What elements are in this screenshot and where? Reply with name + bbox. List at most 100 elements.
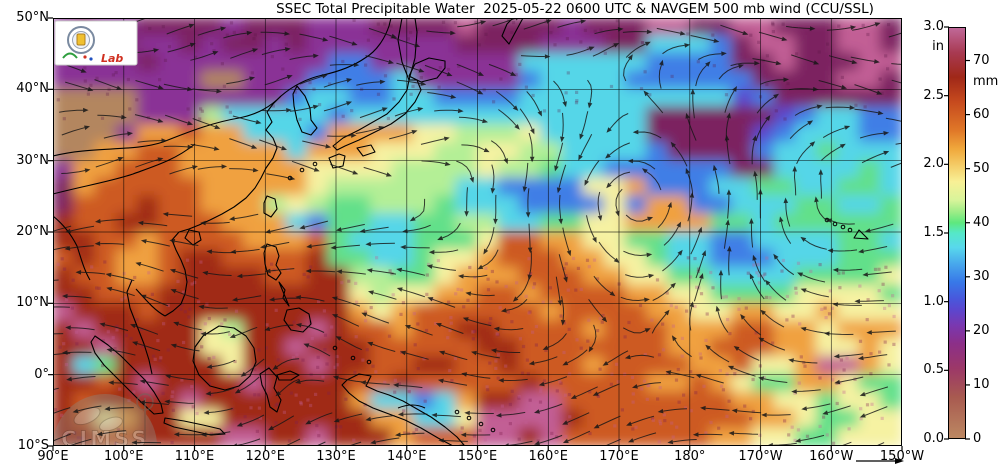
- speckle: [386, 116, 390, 121]
- field-cell: [688, 248, 712, 269]
- wind-arrow-tail: [543, 376, 568, 385]
- speckle: [705, 312, 709, 316]
- speckle: [327, 391, 331, 395]
- speckle: [695, 285, 699, 289]
- speckle: [693, 257, 697, 261]
- speckle: [71, 278, 75, 282]
- speckle: [795, 52, 799, 56]
- field-cell: [625, 141, 649, 162]
- field-cell: [412, 159, 436, 180]
- wind-arrow-tail: [284, 438, 301, 446]
- wind-arrow-head: [108, 380, 114, 385]
- wind-arrow-head: [685, 112, 690, 119]
- speckle: [316, 365, 320, 369]
- wind-arrow-tail: [144, 402, 169, 405]
- wind-arrow-tail: [356, 81, 381, 86]
- field-cell: [221, 70, 245, 91]
- field-cell: [731, 34, 755, 55]
- field-cell: [858, 231, 882, 251]
- speckle: [623, 335, 627, 339]
- field-cell: [53, 70, 76, 91]
- wind-arrow-tail: [631, 415, 655, 425]
- speckle: [412, 431, 416, 435]
- wind-arrow-tail: [170, 375, 195, 381]
- field-cell: [667, 284, 691, 305]
- field-cell: [412, 391, 436, 412]
- wind-arrow-head: [676, 221, 682, 228]
- wind-arrow-tail: [466, 187, 468, 212]
- speckle: [615, 19, 619, 23]
- wind-arrow-head: [187, 120, 193, 126]
- speckle: [838, 286, 842, 290]
- field-cell: [370, 248, 394, 269]
- wind-arrow-head: [781, 36, 788, 41]
- field-cell: [221, 34, 245, 55]
- speckle: [156, 339, 160, 343]
- field-cell: [603, 284, 628, 305]
- field-cell: [816, 213, 840, 233]
- field-cell: [179, 338, 203, 358]
- speckle: [65, 432, 69, 436]
- y-tick-label: 0°: [34, 366, 49, 382]
- speckle: [449, 321, 453, 325]
- field-cell: [519, 231, 543, 251]
- wind-arrow-head: [313, 53, 319, 59]
- speckle: [328, 82, 332, 86]
- field-cell: [455, 88, 479, 109]
- speckle: [101, 364, 105, 368]
- speckle: [585, 258, 590, 262]
- wind-arrow-head: [761, 412, 767, 418]
- coastline: [408, 57, 446, 83]
- wind-arrow-tail: [239, 376, 260, 392]
- wind-arrow-head: [335, 336, 342, 341]
- speckle: [527, 311, 531, 315]
- wind-arrow-tail: [169, 401, 194, 404]
- field-cell: [115, 106, 139, 126]
- field-cell: [731, 231, 755, 251]
- wind-arrow-head: [738, 64, 744, 69]
- island-dot: [466, 415, 472, 421]
- field-cell: [327, 284, 352, 305]
- wind-arrow-head: [644, 41, 651, 47]
- wind-arrow-tail: [789, 88, 814, 91]
- speckle: [587, 318, 591, 322]
- speckle: [212, 355, 216, 359]
- wind-arrow-tail: [234, 326, 258, 337]
- speckle: [661, 348, 666, 352]
- field-cell: [200, 338, 224, 358]
- speckle: [568, 372, 572, 376]
- coastline: [53, 143, 196, 195]
- field-cell: [540, 231, 564, 251]
- field-cell: [476, 302, 500, 323]
- speckle: [494, 359, 498, 363]
- field-cell: [582, 373, 606, 394]
- wind-arrow-tail: [539, 434, 563, 444]
- field-cell: [540, 302, 564, 323]
- wind-arrow-tail: [743, 318, 762, 336]
- wind-arrow-head: [161, 138, 167, 143]
- field-cell: [264, 124, 288, 144]
- wind-arrow-head: [753, 170, 758, 177]
- speckle: [188, 307, 192, 311]
- field-cell: [519, 213, 543, 233]
- field-cell: [327, 52, 352, 73]
- speckle: [565, 37, 569, 41]
- speckle: [105, 92, 110, 96]
- speckle: [350, 109, 354, 113]
- field-cell: [136, 391, 161, 412]
- field-cell: [349, 141, 373, 162]
- speckle: [837, 271, 841, 275]
- wind-arrow-head: [246, 30, 253, 36]
- field-cell: [455, 231, 479, 251]
- wind-arrow-head: [446, 71, 453, 77]
- speckle: [794, 291, 798, 295]
- speckle: [696, 60, 700, 64]
- field-cell: [434, 409, 458, 430]
- wind-arrow-tail: [274, 297, 299, 300]
- field-cell: [837, 409, 861, 430]
- wind-arrow-tail: [100, 219, 125, 222]
- wind-arrow-tail: [401, 289, 426, 298]
- speckle: [413, 60, 417, 64]
- field-cell: [646, 213, 670, 233]
- speckle: [366, 38, 370, 42]
